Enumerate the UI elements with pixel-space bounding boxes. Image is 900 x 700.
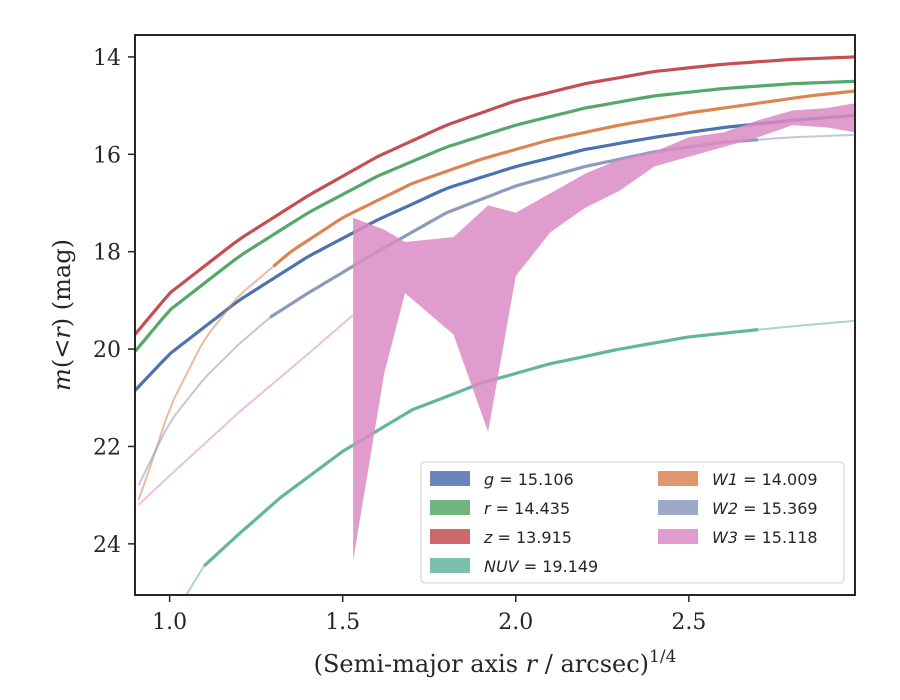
series-model-line — [137, 314, 354, 506]
series-observed-line — [272, 89, 855, 268]
legend-entry-nuv: NUV = 19.149 — [430, 557, 598, 576]
legend-label: r = 14.435 — [484, 499, 570, 518]
series-w3 — [137, 103, 855, 561]
x-tick-label: 1.0 — [152, 610, 187, 635]
legend-swatch — [430, 529, 470, 544]
legend: g = 15.106 r = 14.435 z = 13.915 NUV = 19.1… — [420, 461, 845, 584]
legend-swatch — [658, 471, 698, 486]
x-tick-label: 1.5 — [325, 610, 360, 635]
legend-entries: g = 15.106 r = 14.435 z = 13.915 NUV = 19.1… — [430, 470, 818, 576]
series-z — [135, 55, 855, 336]
legend-swatch — [430, 471, 470, 486]
legend-box — [420, 461, 845, 584]
x-axis-title: (Semi-major axis r / arcsec)1/4 — [314, 647, 677, 678]
legend-label: W1 = 14.009 — [712, 470, 818, 489]
y-tick-label: 24 — [93, 533, 121, 558]
legend-entry-w2: W2 = 15.369 — [658, 499, 818, 518]
series-layer — [135, 55, 855, 595]
legend-label: W2 = 15.369 — [712, 499, 818, 518]
legend-entry-w3: W3 = 15.118 — [658, 528, 818, 547]
legend-swatch — [430, 558, 470, 573]
y-tick-label: 18 — [93, 241, 121, 266]
legend-label: W3 = 15.118 — [712, 528, 818, 547]
legend-label: NUV = 19.149 — [484, 557, 598, 576]
x-tick-label: 2.0 — [498, 610, 533, 635]
x-tick-label: 2.5 — [671, 610, 706, 635]
y-tick-label: 14 — [93, 46, 121, 71]
legend-swatch — [658, 500, 698, 515]
y-axis-title: m(<r) (mag) — [48, 239, 76, 391]
series-observed-line — [135, 79, 855, 353]
legend-swatch — [658, 529, 698, 544]
plot-frame — [134, 34, 856, 596]
y-tick-label: 20 — [93, 338, 121, 363]
legend-entry-r: r = 14.435 — [430, 499, 570, 518]
legend-swatch — [430, 500, 470, 515]
y-tick-label: 22 — [93, 435, 121, 460]
tick-layer: 1.0 1.5 2.0 2.5 14 16 18 20 22 24 — [93, 46, 706, 635]
legend-label: g = 15.106 — [484, 470, 574, 489]
series-observed-line — [135, 113, 855, 392]
series-g — [135, 113, 855, 392]
series-r — [135, 79, 855, 353]
legend-entry-w1: W1 = 14.009 — [658, 470, 818, 489]
series-band — [353, 103, 855, 561]
legend-label: z = 13.915 — [483, 528, 572, 547]
series-observed-line — [135, 55, 855, 336]
legend-entry-z: z = 13.915 — [430, 528, 572, 547]
y-tick-label: 16 — [93, 143, 121, 168]
legend-entry-g: g = 15.106 — [430, 470, 574, 489]
series-w1 — [137, 89, 855, 501]
